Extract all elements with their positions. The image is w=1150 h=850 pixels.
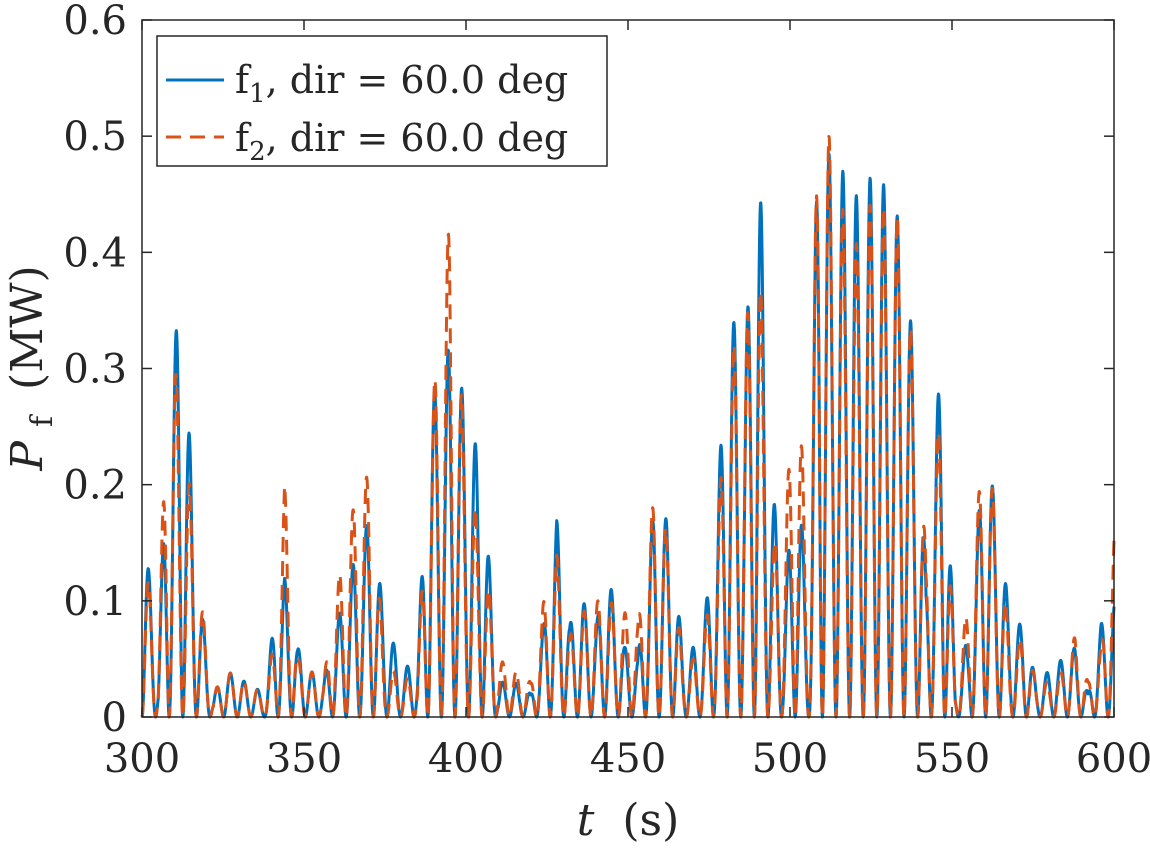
legend-entry-series-1: f1, dir = 60.0 deg (235, 58, 568, 109)
x-axis-label-unit: (s) (622, 795, 679, 846)
legend-entry-series-2-rest: , dir = 60.0 deg (266, 116, 569, 160)
x-tick-label: 550 (914, 736, 990, 782)
x-tick-label: 300 (104, 736, 180, 782)
legend-entry-series-2-sub: 2 (249, 137, 266, 167)
y-axis-label: P f (MW) (2, 265, 63, 471)
y-axis-label-sub: f (25, 414, 60, 427)
legend-box (156, 35, 608, 167)
x-tick-label: 400 (428, 736, 504, 782)
x-axis-label-var: t (577, 795, 595, 846)
y-tick-label: 0.2 (63, 463, 127, 509)
y-axis-label-var: P (2, 440, 53, 472)
legend-entry-series-2-base: f (235, 116, 252, 160)
legend-entry-series-1-sub: 1 (249, 79, 266, 109)
y-tick-label: 0.6 (63, 0, 127, 44)
y-tick-label: 0.3 (63, 347, 127, 393)
x-tick-label: 600 (1076, 736, 1150, 782)
y-tick-label: 0 (102, 695, 127, 741)
x-tick-label: 350 (266, 736, 342, 782)
x-tick-label: 500 (752, 736, 828, 782)
y-tick-label: 0.4 (63, 230, 127, 276)
y-tick-label: 0.1 (63, 579, 127, 625)
legend-entry-series-2: f2, dir = 60.0 deg (235, 116, 568, 167)
tick-layer: 300 350 400 450 500 550 600 0 0.1 0.2 0.3 0.4 0.5 0.6 (63, 0, 1150, 782)
legend: f1, dir = 60.0 deg f2, dir = 60.0 deg (156, 35, 608, 167)
y-tick-label: 0.5 (63, 114, 127, 160)
x-tick-label: 450 (590, 736, 666, 782)
x-axis-label: t (s) (577, 795, 680, 846)
legend-entry-series-1-base: f (235, 58, 252, 102)
legend-entry-series-1-rest: , dir = 60.0 deg (266, 58, 569, 102)
y-axis-label-unit: (MW) (2, 265, 53, 390)
